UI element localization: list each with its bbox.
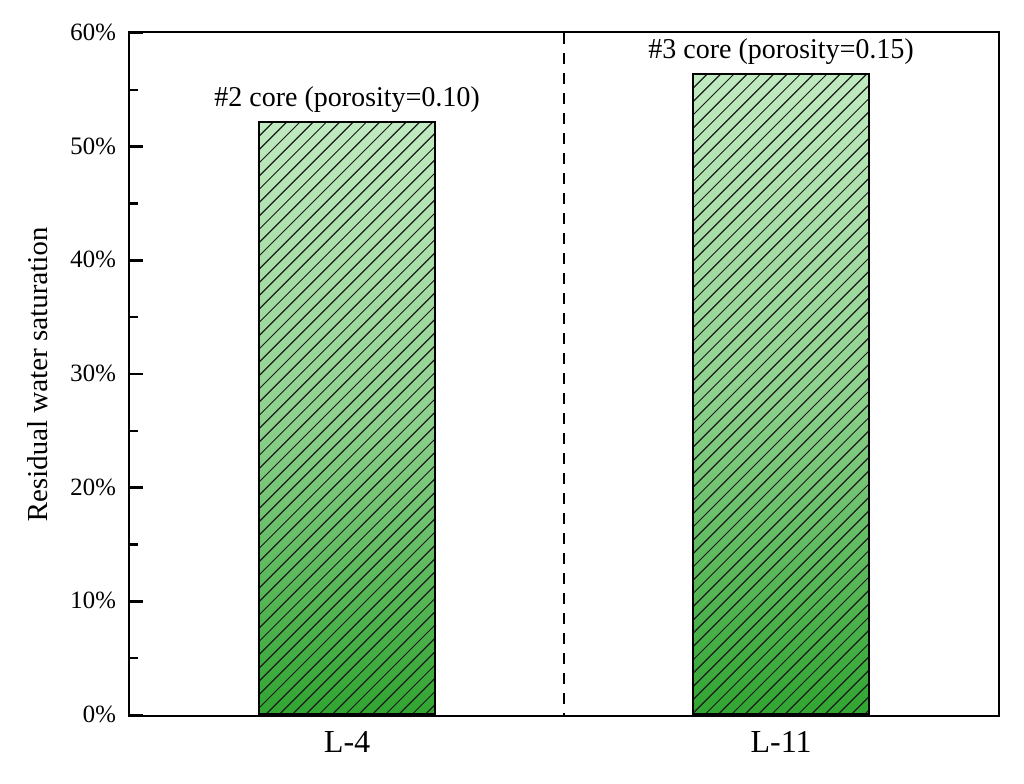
y-axis-minor-tick — [130, 429, 138, 433]
y-axis-minor-tick — [130, 543, 138, 546]
bar-annotation: #3 core (porosity=0.15) — [648, 33, 914, 65]
x-axis-tick-label: L-11 — [750, 723, 812, 759]
y-axis-major-tick — [130, 713, 143, 717]
bar — [692, 72, 870, 715]
y-axis-tick-label: 50% — [70, 132, 116, 160]
y-axis-tick-label: 10% — [70, 587, 116, 615]
y-axis-tick-label: 20% — [70, 473, 116, 501]
y-axis-minor-tick — [130, 202, 138, 205]
y-axis-tick-label: 40% — [70, 246, 116, 274]
separator-dashed-line — [562, 33, 566, 715]
y-axis-major-tick — [130, 145, 143, 148]
y-axis-major-tick — [130, 372, 143, 376]
y-axis-tick-label: 30% — [70, 360, 116, 387]
y-axis-minor-tick — [130, 315, 138, 319]
plot-area: #2 core (porosity=0.10) #3 core (porosity… — [128, 31, 1000, 717]
y-axis-major-tick — [130, 486, 143, 489]
y-axis-major-tick — [130, 259, 143, 262]
y-axis-major-tick — [130, 31, 143, 35]
y-axis-tick-label: 0% — [82, 701, 116, 728]
x-axis-tick-label: L-4 — [323, 723, 371, 759]
y-axis-minor-tick — [130, 656, 138, 660]
y-axis-major-tick — [130, 600, 143, 603]
y-axis-minor-tick — [130, 88, 138, 92]
y-axis-tick-label: 60% — [70, 19, 116, 46]
bar — [258, 120, 436, 715]
bar-annotation: #2 core (porosity=0.10) — [214, 81, 480, 113]
